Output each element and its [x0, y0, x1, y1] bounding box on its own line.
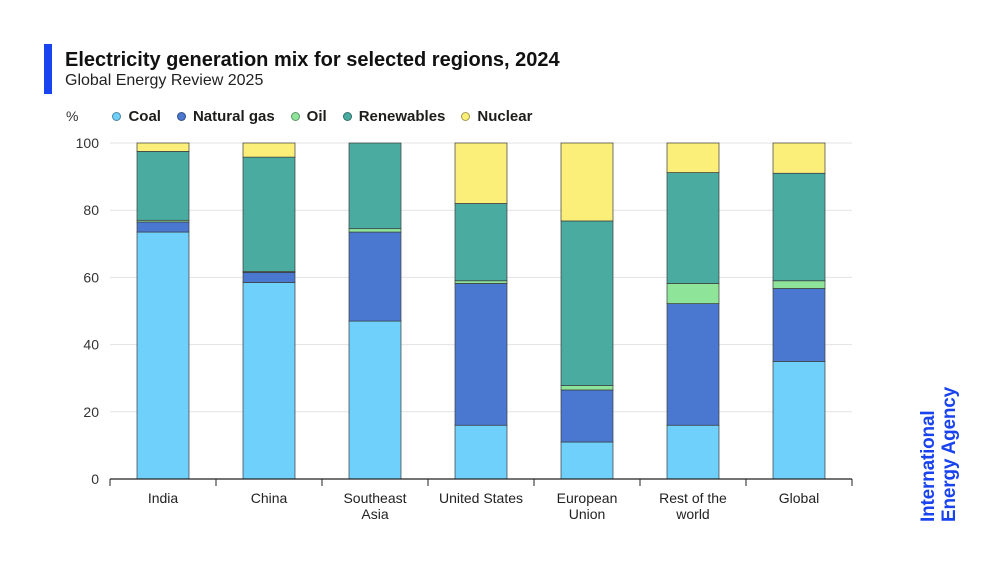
iea-logo-text: International Energy Agency: [918, 387, 960, 522]
x-tick-label-line: world: [675, 506, 709, 522]
y-tick-label: 40: [83, 337, 99, 353]
bar-segment-natural-gas: [772, 288, 826, 362]
bar-segment-natural-gas: [242, 272, 296, 283]
y-tick-label: 60: [83, 269, 99, 285]
bar-segment-renewables: [454, 203, 508, 282]
x-tick-label-line: European: [557, 490, 618, 506]
bar-segment-nuclear: [666, 142, 720, 173]
bar-stack: [136, 142, 190, 480]
bar-segment-natural-gas: [666, 303, 720, 426]
bar-segment-oil: [772, 280, 826, 289]
bar-segment-natural-gas: [348, 231, 402, 322]
legend-swatch-natural-gas: [176, 111, 186, 121]
chart-subtitle: Global Energy Review 2025: [65, 72, 264, 89]
bar-stack: [454, 142, 508, 480]
bar-segment-renewables: [348, 142, 402, 230]
bars: [136, 142, 826, 480]
x-tick-label-line: Global: [779, 490, 819, 506]
iea-logo-line-2: Energy Agency: [939, 386, 960, 522]
x-axis: [109, 478, 853, 486]
bar-segment-coal: [560, 441, 614, 480]
bar-stack: [772, 142, 826, 480]
bar-segment-natural-gas: [454, 283, 508, 426]
bar-stack: [560, 142, 614, 480]
legend-swatch-oil: [290, 111, 300, 121]
bar-segment-oil: [560, 385, 614, 391]
y-tick-label: 100: [76, 135, 100, 151]
bar-segment-renewables: [136, 151, 190, 221]
legend-item-renewables: Renewables: [342, 107, 446, 125]
legend-label-natural-gas: Natural gas: [192, 107, 275, 125]
bar-segment-nuclear: [242, 142, 296, 158]
bar-segment-coal: [136, 231, 190, 480]
x-tick-label: Global: [779, 490, 819, 506]
x-tick-label: Southeast Asia: [343, 490, 406, 522]
bar-segment-renewables: [560, 220, 614, 386]
x-tick-label-line: China: [251, 490, 288, 506]
bar-segment-nuclear: [454, 142, 508, 204]
bar-segment-oil: [666, 283, 720, 304]
chart-legend: % Coal Natural gas Oil Renewables Nuclea…: [66, 106, 548, 126]
bar-stack: [242, 142, 296, 480]
bar-segment-renewables: [242, 156, 296, 272]
bar-segment-renewables: [666, 172, 720, 284]
iea-logo-line-1: International: [918, 410, 939, 522]
x-tick-label: China: [251, 490, 288, 506]
chart-title: Electricity generation mix for selected …: [65, 49, 560, 71]
bar-stack: [348, 142, 402, 480]
x-tick-label-line: Union: [569, 506, 606, 522]
bar-segment-oil: [454, 280, 508, 284]
legend-item-oil: Oil: [290, 107, 327, 125]
x-tick-label-line: India: [148, 490, 179, 506]
legend-label-coal: Coal: [128, 107, 161, 125]
x-tick-label: United States: [439, 490, 523, 506]
accent-bar: [44, 44, 52, 94]
bar-segment-nuclear: [560, 142, 614, 222]
legend-swatch-nuclear: [461, 111, 471, 121]
bar-segment-natural-gas: [136, 221, 190, 233]
legend-item-nuclear: Nuclear: [461, 108, 532, 125]
bar-segment-natural-gas: [560, 389, 614, 443]
legend-label-nuclear: Nuclear: [477, 107, 533, 125]
y-tick-label: 0: [91, 471, 99, 487]
legend-label-renewables: Renewables: [358, 107, 446, 125]
x-tick-label-line: Asia: [361, 506, 388, 522]
bar-segment-coal: [772, 361, 826, 480]
bar-segment-nuclear: [136, 142, 190, 152]
x-tick-label-line: Southeast: [343, 490, 406, 506]
bar-segment-coal: [454, 424, 508, 480]
bar-segment-coal: [348, 320, 402, 480]
bar-segment-coal: [666, 424, 720, 480]
bar-segment-renewables: [772, 172, 826, 282]
legend-item-coal: Coal: [112, 108, 161, 125]
x-tick-label: European Union: [557, 490, 618, 522]
bar-stack: [666, 142, 720, 480]
legend-label-oil: Oil: [306, 107, 327, 125]
legend-item-natural-gas: Natural gas: [176, 107, 275, 125]
bar-segment-oil: [348, 228, 402, 233]
x-tick-label-line: United States: [439, 490, 523, 506]
legend-swatch-coal: [112, 111, 122, 121]
x-tick-label: India: [148, 490, 179, 506]
bar-segment-coal: [242, 282, 296, 480]
y-axis-unit-label: %: [66, 108, 79, 124]
y-axis-tick-labels: 0 20 40 60 80 100: [76, 135, 100, 487]
x-tick-label-line: Rest of the: [659, 490, 727, 506]
bar-segment-nuclear: [772, 142, 826, 174]
y-tick-label: 20: [83, 404, 99, 420]
y-tick-label: 80: [83, 202, 99, 218]
x-axis-tick-labels: India China Southeast Asia United States Euro…: [148, 490, 819, 522]
x-tick-label: Rest of the world: [659, 490, 727, 522]
legend-swatch-renewables: [342, 111, 352, 121]
